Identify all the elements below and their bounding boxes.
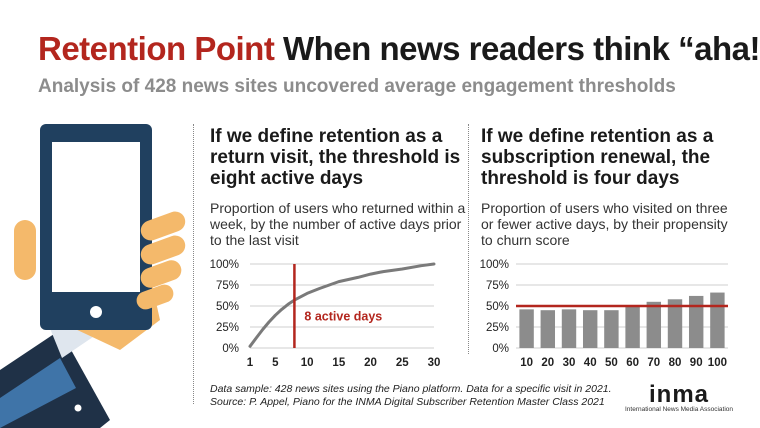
title-rest: When news readers think “aha!”: [282, 30, 760, 67]
y-tick-label: 25%: [216, 322, 239, 334]
bar: [625, 306, 640, 348]
page-subtitle: Analysis of 428 news sites uncovered ave…: [38, 76, 676, 97]
inma-logo: inma International News Media Associatio…: [614, 381, 744, 414]
x-tick-label: 100: [708, 357, 727, 369]
x-tick-label: 30: [428, 357, 441, 369]
x-tick-label: 5: [272, 357, 279, 369]
x-tick-label: 25: [396, 357, 409, 369]
bar: [667, 299, 683, 348]
x-tick-label: 20: [541, 357, 554, 369]
bar: [561, 309, 577, 348]
title-accent: Retention Point: [38, 30, 275, 67]
x-tick-label: 80: [669, 357, 682, 369]
x-tick-label: 1: [247, 357, 254, 369]
page-title: Retention Point When news readers think …: [38, 30, 760, 68]
y-tick-label: 100%: [210, 259, 239, 271]
bar: [604, 310, 619, 348]
left-description: Proportion of users who returned within …: [210, 200, 466, 248]
left-heading: If we define retention as a return visit…: [210, 126, 461, 189]
y-tick-label: 0%: [492, 343, 509, 355]
churn-propensity-bar-chart: 0% 25% 50% 75% 100% 10 20 30 40 50 60 70 80 90 100: [480, 259, 728, 369]
x-tick-label: 50: [605, 357, 618, 369]
right-description: Proportion of users who visited on three…: [481, 200, 728, 248]
y-tick-label: 75%: [486, 280, 509, 292]
bar: [710, 292, 725, 348]
source-line-1: Data sample: 428 news sites using the Pi…: [210, 383, 612, 395]
bar: [582, 310, 598, 348]
bar: [540, 310, 556, 348]
bar: [688, 295, 704, 348]
y-tick-label: 0%: [222, 343, 239, 355]
logo-subtext: International News Media Association: [624, 406, 734, 413]
x-tick-label: 70: [647, 357, 660, 369]
source-line-2: Source: P. Appel, Piano for the INMA Dig…: [210, 396, 605, 408]
hand-holding-phone-icon: [0, 124, 186, 428]
marker-label: 8 active days: [304, 309, 382, 323]
x-tick-label: 15: [332, 357, 345, 369]
return-visit-line-chart: 0%25%50%75%100%1 5 10 15 20 25 308 active days: [210, 259, 441, 369]
x-tick-label: 30: [563, 357, 576, 369]
x-tick-label: 20: [364, 357, 377, 369]
x-tick-label: 90: [690, 357, 703, 369]
y-tick-label: 50%: [216, 301, 239, 313]
x-tick-label: 60: [626, 357, 639, 369]
right-heading: If we define retention as a subscription…: [481, 126, 714, 189]
bar: [519, 309, 534, 348]
source-note: Data sample: 428 news sites using the Pi…: [210, 383, 612, 409]
x-tick-label: 10: [520, 357, 533, 369]
y-tick-label: 75%: [216, 280, 239, 292]
divider-left: [193, 124, 194, 404]
bar: [646, 301, 662, 348]
y-tick-label: 25%: [486, 322, 509, 334]
divider-middle: [468, 124, 469, 354]
series-line: [248, 262, 436, 348]
x-tick-label: 10: [301, 357, 314, 369]
x-tick-label: 40: [584, 357, 597, 369]
logo-mark: inma: [648, 381, 709, 408]
y-tick-label: 50%: [486, 301, 509, 313]
y-tick-label: 100%: [480, 259, 509, 271]
